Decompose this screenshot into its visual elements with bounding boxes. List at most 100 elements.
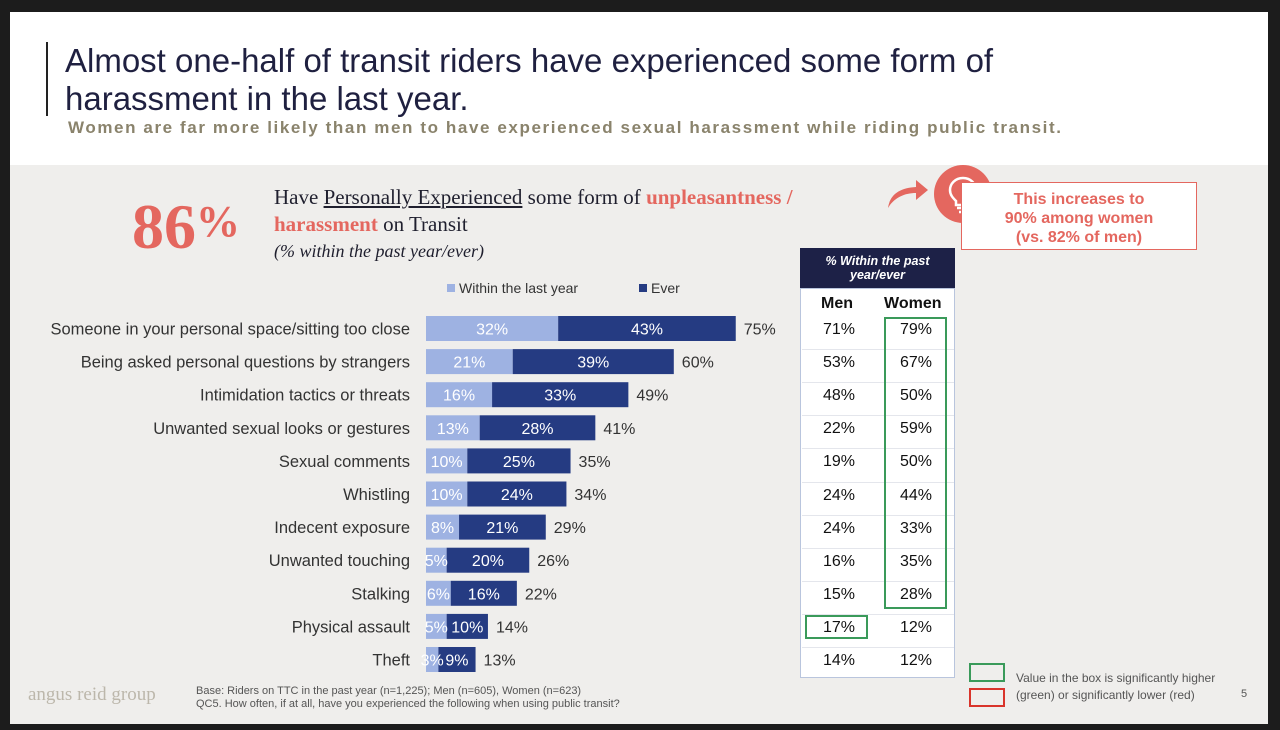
bar-ever xyxy=(479,415,596,441)
table-row-divider xyxy=(802,382,954,384)
legend-label: Within the last year xyxy=(459,280,579,296)
table-cell-women: 28% xyxy=(899,585,933,603)
gender-table xyxy=(800,288,955,678)
table-cell-women: 50% xyxy=(899,387,933,405)
slide: Almost one-half of transit riders have e… xyxy=(10,12,1268,724)
column-men: Men xyxy=(821,295,853,312)
bar-within-year xyxy=(426,547,447,573)
bar-ever xyxy=(467,481,567,507)
bar-ever xyxy=(459,514,546,540)
category-label: Unwanted sexual looks or gestures xyxy=(153,420,410,438)
harassment-bar-chart: Someone in your personal space/sitting t… xyxy=(50,316,776,672)
bar-ever xyxy=(446,547,530,573)
table-row-divider xyxy=(802,547,954,549)
data-label-within-year: 16% xyxy=(443,388,475,405)
data-label-ever: 25% xyxy=(503,454,535,471)
stat-desc-part: Have xyxy=(274,185,324,209)
category-label: Stalking xyxy=(351,585,410,603)
bar-within-year xyxy=(426,580,451,606)
table-cell-men: 14% xyxy=(822,652,856,669)
callout-line: (vs. 82% of men) xyxy=(1015,229,1143,246)
bar-within-year xyxy=(426,448,468,474)
callout-line: 90% among women xyxy=(1004,210,1154,227)
big-stat-percent-sign: % xyxy=(196,197,240,246)
table-cell-women: 44% xyxy=(899,486,933,504)
bar-within-year xyxy=(426,481,468,507)
table-row-divider xyxy=(802,613,954,615)
bar-ever xyxy=(492,382,629,408)
table-cell-men: 22% xyxy=(822,420,856,438)
bar-ever xyxy=(438,647,476,672)
table-cell-women: 12% xyxy=(899,652,933,669)
data-label-total: 41% xyxy=(603,421,635,438)
data-label-within-year: 6% xyxy=(427,586,450,603)
stat-description: Have Personally Experienced some form of… xyxy=(274,184,894,238)
data-label-ever: 20% xyxy=(472,553,504,570)
category-label: Someone in your personal space/sitting t… xyxy=(50,321,410,339)
big-stat: 86% xyxy=(132,190,240,264)
data-label-total: 29% xyxy=(554,520,586,537)
significant-higher-box-women xyxy=(884,317,947,609)
table-row-divider xyxy=(802,448,954,450)
title-accent-bar xyxy=(46,42,48,116)
curved-arrow-icon xyxy=(888,180,928,208)
data-label-ever: 10% xyxy=(451,619,483,636)
bar-within-year xyxy=(426,382,493,408)
category-label: Intimidation tactics or threats xyxy=(200,387,410,405)
table-cell-men: 24% xyxy=(822,486,856,504)
data-label-within-year: 21% xyxy=(453,355,485,372)
data-label-total: 60% xyxy=(682,355,714,372)
table-header: % Within the past year/ever xyxy=(800,248,955,288)
callout-line: This increases to xyxy=(1013,191,1145,208)
bar-within-year xyxy=(426,514,460,540)
table-row-divider xyxy=(802,481,954,483)
data-label-total: 26% xyxy=(537,553,569,570)
footnote-base: Base: Riders on TTC in the past year (n=… xyxy=(196,685,582,697)
category-label: Whistling xyxy=(343,486,410,504)
slide-subtitle: Women are far more likely than men to ha… xyxy=(68,118,1063,137)
data-label-ever: 24% xyxy=(501,487,533,504)
sig-legend-line: (green) or significantly lower (red) xyxy=(1016,688,1195,702)
slide-header: Almost one-half of transit riders have e… xyxy=(10,12,1268,165)
category-label: Physical assault xyxy=(292,618,411,636)
bar-ever xyxy=(558,316,736,341)
data-label-ever: 39% xyxy=(577,355,609,372)
data-label-ever: 28% xyxy=(521,421,553,438)
table-cell-women: 33% xyxy=(899,519,933,537)
significance-legend: Value in the box is significantly higher… xyxy=(1016,670,1215,704)
big-stat-value: 86 xyxy=(132,191,196,262)
bar-within-year xyxy=(426,613,447,639)
stat-desc-part: on Transit xyxy=(377,212,468,236)
data-label-ever: 33% xyxy=(544,388,576,405)
data-label-total: 13% xyxy=(484,653,516,670)
data-label-within-year: 32% xyxy=(476,322,508,339)
slide-title: Almost one-half of transit riders have e… xyxy=(65,42,994,117)
table-row-divider xyxy=(802,647,954,648)
stat-desc-underline: Personally Experienced xyxy=(323,185,523,209)
data-label-ever: 43% xyxy=(631,322,663,339)
stat-note: (% within the past year/ever) xyxy=(274,241,484,261)
category-label: Theft xyxy=(372,652,410,670)
table-cell-women: 35% xyxy=(899,552,933,570)
legend-ever: Ever xyxy=(639,280,680,296)
data-label-within-year: 10% xyxy=(431,454,463,471)
legend-green-box xyxy=(969,663,1005,682)
table-cell-women: 50% xyxy=(899,453,933,471)
bar-within-year xyxy=(426,349,513,375)
footnote-question: QC5. How often, if at all, have you expe… xyxy=(196,698,620,710)
table-cell-men: 15% xyxy=(822,585,856,603)
footnote: Base: Riders on TTC in the past year (n=… xyxy=(196,685,620,711)
table-cell-men: 17% xyxy=(822,618,856,636)
data-label-ever: 21% xyxy=(486,520,518,537)
data-label-within-year: 5% xyxy=(425,619,448,636)
stat-desc-highlight: unpleasantness / xyxy=(646,185,793,209)
table-row-divider xyxy=(802,580,954,582)
table-cell-men: 53% xyxy=(822,354,856,372)
column-women: Women xyxy=(884,295,942,312)
legend-swatch xyxy=(639,284,647,292)
bar-ever xyxy=(467,448,571,474)
table-cell-men: 24% xyxy=(822,519,856,537)
callout-box: This increases to 90% among women (vs. 8… xyxy=(961,182,1197,250)
data-label-ever: 9% xyxy=(445,653,468,670)
table-cell-men: 16% xyxy=(822,552,856,570)
